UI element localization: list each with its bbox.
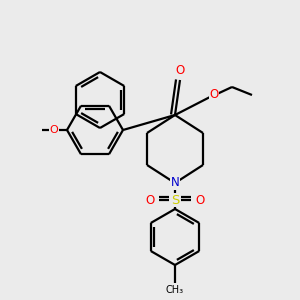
Text: CH₃: CH₃ (166, 285, 184, 295)
Text: S: S (171, 194, 179, 206)
Text: O: O (176, 64, 184, 77)
Text: O: O (209, 88, 219, 100)
Text: N: N (171, 176, 179, 190)
Text: O: O (195, 194, 205, 206)
Text: O: O (50, 125, 58, 135)
Text: O: O (146, 194, 154, 206)
